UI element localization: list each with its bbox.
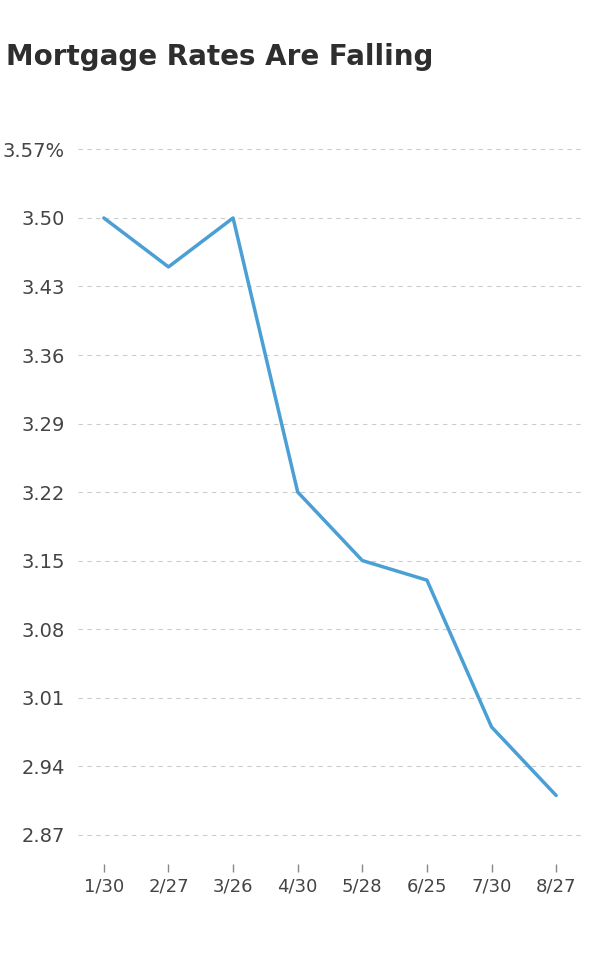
Text: Mortgage Rates Are Falling: Mortgage Rates Are Falling xyxy=(6,43,433,71)
